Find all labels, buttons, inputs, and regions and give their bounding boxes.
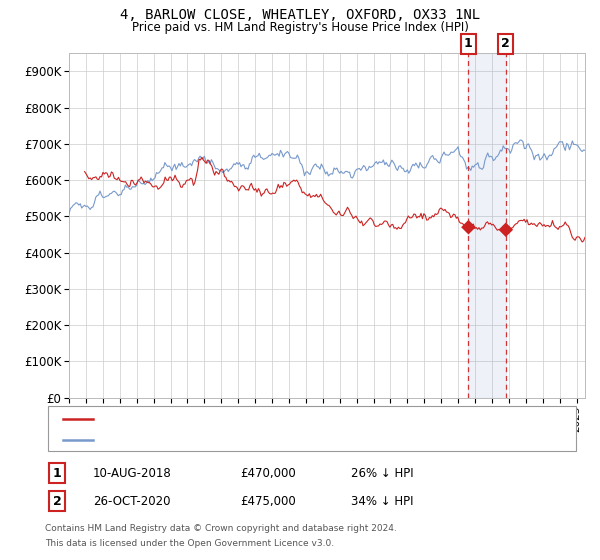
Text: 1: 1 <box>53 466 61 480</box>
Text: £475,000: £475,000 <box>240 494 296 508</box>
Text: 1: 1 <box>464 38 473 50</box>
Text: 26% ↓ HPI: 26% ↓ HPI <box>351 466 413 480</box>
Text: 10-AUG-2018: 10-AUG-2018 <box>93 466 172 480</box>
Text: 2: 2 <box>53 494 61 508</box>
Text: HPI: Average price, detached house, South Oxfordshire: HPI: Average price, detached house, Sout… <box>99 435 406 445</box>
Point <box>464 223 473 232</box>
Text: 4, BARLOW CLOSE, WHEATLEY, OXFORD, OX33 1NL (detached house): 4, BARLOW CLOSE, WHEATLEY, OXFORD, OX33 … <box>99 413 486 423</box>
Text: This data is licensed under the Open Government Licence v3.0.: This data is licensed under the Open Gov… <box>45 539 334 548</box>
Bar <box>469 53 506 398</box>
Text: 34% ↓ HPI: 34% ↓ HPI <box>351 494 413 508</box>
Point <box>501 225 511 234</box>
Text: 26-OCT-2020: 26-OCT-2020 <box>93 494 170 508</box>
Text: Price paid vs. HM Land Registry's House Price Index (HPI): Price paid vs. HM Land Registry's House … <box>131 21 469 34</box>
Text: £470,000: £470,000 <box>240 466 296 480</box>
Text: 4, BARLOW CLOSE, WHEATLEY, OXFORD, OX33 1NL: 4, BARLOW CLOSE, WHEATLEY, OXFORD, OX33 … <box>120 8 480 22</box>
Text: Contains HM Land Registry data © Crown copyright and database right 2024.: Contains HM Land Registry data © Crown c… <box>45 524 397 533</box>
Text: 2: 2 <box>502 38 510 50</box>
